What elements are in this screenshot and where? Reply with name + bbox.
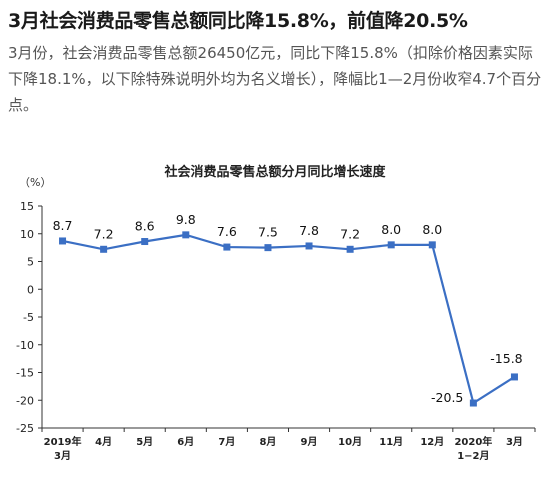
x-tick-label: 11月: [379, 436, 403, 448]
data-point: [346, 245, 354, 253]
y-tick-label: 10: [20, 228, 34, 241]
axes: 15 10 5 0 -5 -10 -15 -20 -25 2019年 3月 4月 5月 6月 7月 8月 9月 1…: [16, 200, 536, 462]
y-tick-label: 5: [27, 256, 34, 269]
x-tick-label: 12月: [420, 436, 444, 448]
data-label: 8.0: [422, 222, 442, 237]
x-tick-label: 6月: [177, 436, 194, 448]
y-tick-label: -5: [23, 311, 34, 324]
data-point: [100, 245, 108, 253]
x-tick-label: 7月: [218, 436, 235, 448]
x-tick-label: 3月: [506, 436, 523, 448]
x-tick-label: 5月: [136, 436, 153, 448]
x-tick-label: 10月: [338, 436, 362, 448]
x-tick-label: 2019年: [44, 435, 82, 448]
x-tick-label: 2020年: [454, 435, 492, 448]
series-marks: 8.7 7.2 8.6 9.8 7.6 7.5 7.8 7.2 8.0 8.0 -20.5 -15.8: [53, 212, 523, 407]
data-label: -15.8: [490, 351, 522, 366]
data-point: [59, 237, 67, 245]
data-label: 8.0: [381, 222, 401, 237]
x-tick-label: 1−2月: [457, 450, 489, 462]
data-point: [387, 241, 395, 249]
x-tick-label: 4月: [95, 436, 112, 448]
data-label: 9.8: [176, 212, 196, 227]
summary-paragraph: 3月份，社会消费品零售总额26450亿元，同比下降15.8%（扣除价格因素实际下…: [8, 44, 542, 114]
headline: 3月社会消费品零售总额同比降15.8%，前值降20.5%: [8, 10, 468, 32]
data-point: [223, 243, 231, 251]
data-label: 7.5: [258, 225, 278, 240]
series-line: [62, 233, 516, 405]
y-tick-label: -10: [16, 339, 34, 352]
y-tick-label: -25: [16, 422, 34, 435]
data-label: -20.5: [431, 390, 463, 405]
y-tick-label: -20: [16, 394, 34, 407]
data-point: [428, 241, 436, 249]
data-point: [141, 238, 149, 246]
data-point: [264, 244, 272, 252]
data-label: 7.6: [217, 224, 237, 239]
data-point: [305, 242, 313, 250]
y-axis-unit: （%）: [19, 176, 51, 189]
data-label: 8.6: [135, 219, 155, 234]
data-point: [510, 373, 518, 381]
data-point: [469, 399, 477, 407]
y-tick-label: 0: [27, 283, 34, 296]
data-label: 7.8: [299, 223, 319, 238]
data-label: 8.7: [53, 218, 73, 233]
chart-container: 社会消费品零售总额分月同比增长速度 （%） 15 10 5 0 -5 -10 -15 -20 -…: [0, 150, 550, 479]
x-tick-label: 9月: [301, 436, 318, 448]
x-tick-label: 8月: [259, 436, 276, 448]
y-tick-label: -15: [16, 367, 34, 380]
data-point: [182, 231, 190, 239]
chart-title: 社会消费品零售总额分月同比增长速度: [163, 164, 386, 180]
x-tick-label: 3月: [54, 450, 71, 462]
data-label: 7.2: [94, 226, 114, 241]
data-label: 7.2: [340, 226, 360, 241]
y-tick-label: 15: [20, 200, 34, 213]
line-chart: 社会消费品零售总额分月同比增长速度 （%） 15 10 5 0 -5 -10 -15 -20 -…: [16, 164, 536, 462]
